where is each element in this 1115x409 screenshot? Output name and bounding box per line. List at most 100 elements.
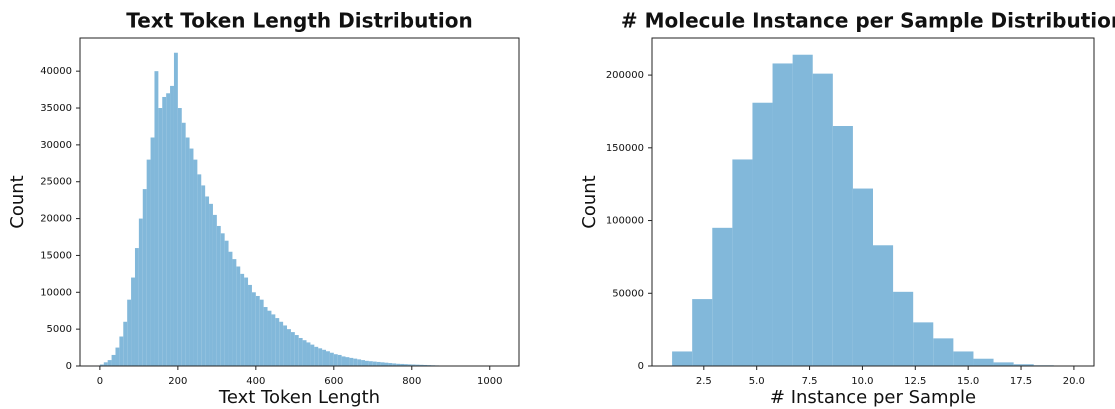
bar — [298, 337, 303, 366]
bar — [329, 352, 334, 366]
x-tick-label: 0 — [97, 376, 103, 387]
x-tick-label: 200 — [168, 376, 187, 387]
bar — [251, 292, 256, 366]
bar — [123, 321, 128, 366]
x-tick-label: 2.5 — [696, 376, 712, 387]
bar — [224, 240, 229, 366]
x-tick-label: 400 — [246, 376, 265, 387]
x-axis-label: Text Token Length — [218, 387, 380, 408]
bar — [220, 233, 225, 366]
y-tick-label: 30000 — [40, 140, 72, 151]
x-tick-label: 12.5 — [904, 376, 926, 387]
bar — [240, 273, 245, 366]
bar — [314, 346, 319, 366]
bar — [692, 299, 713, 366]
y-axis-label: Count — [7, 175, 28, 228]
bar — [376, 361, 381, 366]
bar — [419, 364, 424, 366]
bar — [146, 159, 151, 366]
bar — [349, 357, 354, 366]
bar — [353, 358, 358, 366]
bar — [372, 361, 377, 366]
bar — [271, 314, 276, 366]
bar — [248, 284, 252, 366]
bar — [216, 225, 221, 366]
bar — [341, 356, 346, 366]
y-tick-label: 40000 — [40, 66, 72, 77]
bar — [189, 148, 194, 366]
bar — [672, 351, 693, 366]
x-tick-label: 1000 — [477, 376, 502, 387]
bar — [893, 291, 914, 366]
bar — [232, 259, 237, 366]
bar — [380, 362, 385, 366]
bar — [403, 364, 408, 366]
bar — [170, 85, 174, 367]
bar — [294, 335, 299, 366]
bar — [357, 359, 362, 366]
bar — [127, 299, 132, 366]
bar — [318, 348, 323, 366]
bar — [953, 351, 974, 366]
bar — [361, 360, 365, 366]
bar — [111, 354, 116, 366]
y-tick-label: 50000 — [612, 288, 644, 299]
bar — [933, 338, 954, 366]
bar — [131, 277, 135, 366]
bar — [306, 342, 311, 366]
chart-title: Text Token Length Distribution — [126, 9, 472, 33]
bar — [162, 96, 167, 366]
bar — [732, 159, 753, 366]
bar — [1013, 364, 1034, 366]
bar — [423, 364, 428, 366]
bar — [158, 108, 163, 367]
bar — [177, 108, 182, 367]
bar — [368, 361, 373, 366]
bar — [752, 102, 773, 367]
bar — [267, 310, 272, 366]
bar — [384, 362, 389, 366]
bar — [193, 159, 198, 366]
y-tick-label: 25000 — [40, 177, 72, 188]
x-tick-label: 20.0 — [1063, 376, 1085, 387]
bar — [415, 364, 420, 366]
axes-frame — [79, 37, 520, 367]
bar — [119, 336, 124, 366]
x-tick-label: 5.0 — [749, 376, 765, 387]
y-tick-label: 100000 — [606, 216, 644, 227]
bar — [201, 185, 206, 366]
bar — [134, 248, 139, 366]
bar — [138, 218, 143, 366]
bar — [279, 321, 284, 366]
x-tick-label: 800 — [402, 376, 421, 387]
bar — [792, 54, 813, 367]
bar — [275, 318, 280, 366]
bar — [852, 188, 873, 366]
bar — [185, 137, 190, 366]
bar — [396, 363, 401, 366]
bar — [392, 363, 397, 366]
chart-title: # Molecule Instance per Sample Distribut… — [621, 9, 1115, 33]
x-tick-label: 17.5 — [1010, 376, 1032, 387]
bar — [333, 354, 338, 366]
bar — [205, 196, 210, 366]
bar — [287, 329, 291, 366]
bar — [407, 364, 412, 366]
bar — [166, 93, 171, 367]
y-tick-label: 0 — [66, 361, 72, 372]
bar — [832, 126, 853, 366]
bar — [263, 307, 268, 366]
bar — [400, 363, 404, 366]
bar — [181, 122, 186, 367]
bar — [411, 364, 416, 366]
x-tick-label: 7.5 — [802, 376, 818, 387]
bar — [364, 360, 369, 366]
bar — [173, 52, 178, 366]
bar — [244, 277, 249, 366]
bar — [228, 251, 233, 366]
y-tick-label: 200000 — [606, 70, 644, 81]
bar — [388, 363, 393, 366]
bar — [345, 357, 350, 366]
bar — [255, 295, 260, 366]
